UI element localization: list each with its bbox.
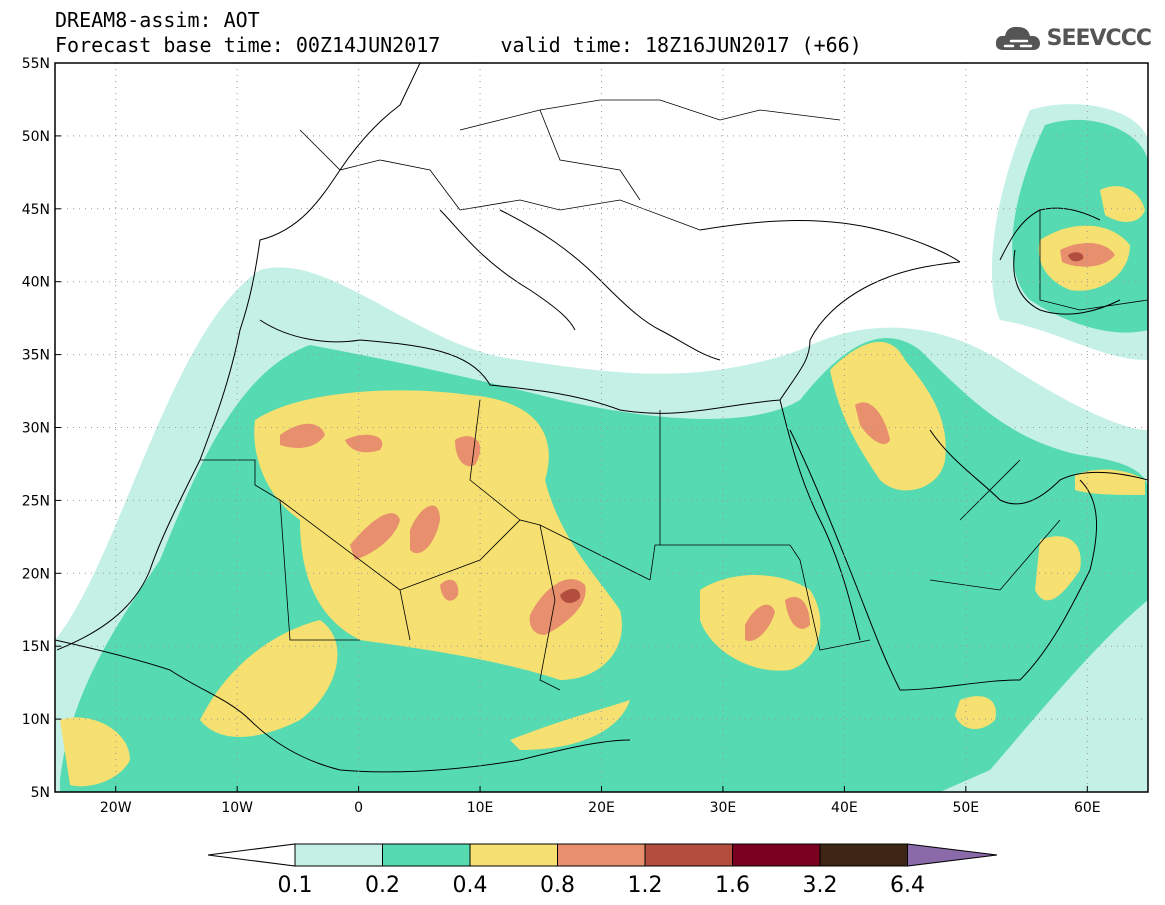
lat-tick-label: 30N	[22, 421, 50, 437]
colorbar-over-arrow	[907, 843, 998, 867]
lat-tick-label: 40N	[22, 275, 50, 291]
lat-tick-label: 15N	[22, 639, 50, 655]
lon-tick-label: 40E	[831, 800, 858, 816]
colorbar-segment	[469, 843, 558, 867]
lat-tick-label: 20N	[22, 566, 50, 582]
colorbar-label: 0.2	[365, 873, 400, 898]
brand-name: SEEVCCC	[1046, 25, 1152, 51]
lon-tick-label: 60E	[1074, 800, 1101, 816]
colorbar-label: 0.1	[278, 873, 313, 898]
colorbar-segment	[819, 843, 908, 867]
colorbar-segment	[732, 843, 821, 867]
lat-tick-label: 5N	[31, 785, 50, 801]
lat-axis: 55N 50N 45N 40N 35N 30N 25N 20N 15N 10N 5N	[22, 56, 61, 801]
lat-tick-label: 55N	[22, 56, 50, 72]
lat-tick-label: 25N	[22, 493, 50, 509]
colorbar-segment	[382, 843, 471, 867]
colorbar-segment	[557, 843, 646, 867]
colorbar-label: 1.2	[628, 873, 663, 898]
colorbar-segment	[294, 843, 383, 867]
lat-tick-label: 45N	[22, 202, 50, 218]
aot-field	[55, 104, 1148, 792]
colorbar-label: 6.4	[890, 873, 925, 898]
lon-tick-label: 0	[354, 800, 363, 816]
colorbar-under-arrow	[207, 843, 296, 867]
lon-tick-label: 30E	[710, 800, 737, 816]
lat-tick-label: 50N	[22, 129, 50, 145]
lon-tick-label: 10E	[467, 800, 494, 816]
map-title: DREAM8-assim: AOT	[55, 8, 260, 32]
brand-logo: SEEVCCC	[993, 22, 1152, 54]
colorbar-segment	[644, 843, 733, 867]
colorbar-label: 0.4	[453, 873, 488, 898]
colorbar-label: 1.6	[715, 873, 750, 898]
forecast-time-line: Forecast base time: 00Z14JUN2017 valid t…	[55, 33, 862, 57]
country-borders	[200, 99, 1148, 691]
lat-tick-label: 35N	[22, 348, 50, 364]
lon-tick-label: 20W	[100, 800, 132, 816]
lon-tick-label: 50E	[952, 800, 979, 816]
lon-tick-label: 10W	[221, 800, 253, 816]
coastlines	[55, 63, 1148, 773]
cloud-logo-icon	[995, 26, 1040, 50]
colorbar-label: 3.2	[803, 873, 838, 898]
colorbar: 0.1 0.2 0.4 0.8 1.2 1.6 3.2 6.4	[207, 843, 998, 898]
colorbar-label: 0.8	[540, 873, 575, 898]
lat-tick-label: 10N	[22, 712, 50, 728]
lon-tick-label: 20E	[588, 800, 615, 816]
lon-axis: 20W 10W 0 10E 20E 30E 40E 50E 60E	[100, 786, 1101, 816]
